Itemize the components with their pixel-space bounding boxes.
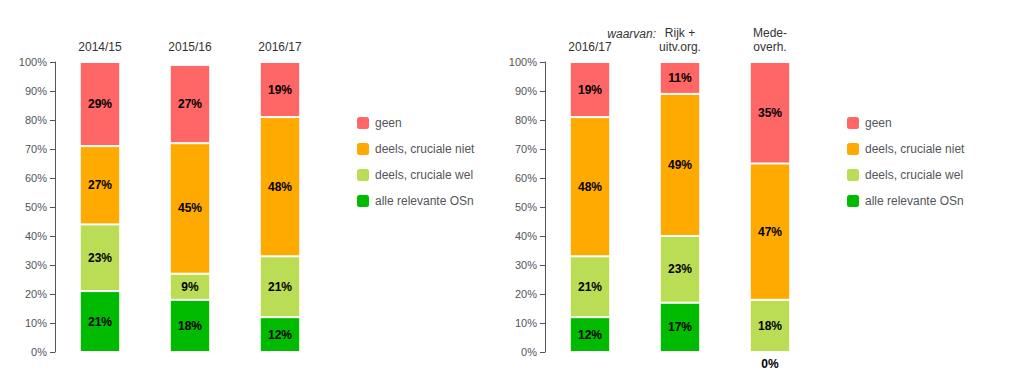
svg-text:geen: geen <box>865 116 892 130</box>
svg-text:27%: 27% <box>88 178 112 192</box>
svg-text:waarvan:: waarvan: <box>607 27 656 41</box>
svg-text:geen: geen <box>375 116 402 130</box>
svg-text:21%: 21% <box>88 315 112 329</box>
svg-text:9%: 9% <box>181 280 199 294</box>
svg-text:20%: 20% <box>515 288 537 300</box>
svg-text:45%: 45% <box>178 201 202 215</box>
svg-text:10%: 10% <box>515 317 537 329</box>
svg-text:17%: 17% <box>668 320 692 334</box>
svg-text:12%: 12% <box>578 328 602 342</box>
svg-text:0%: 0% <box>31 346 47 358</box>
svg-text:50%: 50% <box>25 201 47 213</box>
svg-text:49%: 49% <box>668 158 692 172</box>
svg-text:70%: 70% <box>515 143 537 155</box>
svg-text:27%: 27% <box>178 97 202 111</box>
svg-text:deels, cruciale wel: deels, cruciale wel <box>375 168 473 182</box>
svg-text:19%: 19% <box>578 83 602 97</box>
svg-text:10%: 10% <box>25 317 47 329</box>
svg-text:alle relevante OSn: alle relevante OSn <box>375 194 474 208</box>
svg-text:100%: 100% <box>19 56 47 68</box>
svg-text:deels, cruciale niet: deels, cruciale niet <box>865 142 965 156</box>
svg-text:35%: 35% <box>758 106 782 120</box>
svg-text:40%: 40% <box>515 230 537 242</box>
svg-text:deels, cruciale wel: deels, cruciale wel <box>865 168 963 182</box>
svg-text:deels, cruciale niet: deels, cruciale niet <box>375 142 475 156</box>
svg-text:0%: 0% <box>521 346 537 358</box>
svg-text:21%: 21% <box>268 280 292 294</box>
svg-text:2016/17: 2016/17 <box>568 40 612 54</box>
svg-text:60%: 60% <box>515 172 537 184</box>
svg-text:90%: 90% <box>515 85 537 97</box>
svg-text:0%: 0% <box>761 357 779 371</box>
svg-text:Rijk +: Rijk + <box>665 26 695 40</box>
svg-text:48%: 48% <box>578 180 602 194</box>
svg-text:12%: 12% <box>268 328 292 342</box>
svg-text:23%: 23% <box>668 262 692 276</box>
svg-text:80%: 80% <box>515 114 537 126</box>
svg-text:80%: 80% <box>25 114 47 126</box>
svg-text:60%: 60% <box>25 172 47 184</box>
svg-text:100%: 100% <box>509 56 537 68</box>
svg-text:18%: 18% <box>758 319 782 333</box>
svg-text:20%: 20% <box>25 288 47 300</box>
svg-text:19%: 19% <box>268 83 292 97</box>
svg-text:11%: 11% <box>668 71 692 85</box>
svg-text:2015/16: 2015/16 <box>168 40 212 54</box>
svg-text:21%: 21% <box>578 280 602 294</box>
svg-text:40%: 40% <box>25 230 47 242</box>
svg-text:Mede-: Mede- <box>753 26 787 40</box>
svg-text:uitv.org.: uitv.org. <box>659 40 701 54</box>
svg-text:29%: 29% <box>88 97 112 111</box>
svg-text:90%: 90% <box>25 85 47 97</box>
svg-text:2016/17: 2016/17 <box>258 40 302 54</box>
svg-text:overh.: overh. <box>753 40 786 54</box>
svg-text:2014/15: 2014/15 <box>78 40 122 54</box>
svg-text:70%: 70% <box>25 143 47 155</box>
svg-text:alle relevante OSn: alle relevante OSn <box>865 194 964 208</box>
svg-text:30%: 30% <box>25 259 47 271</box>
svg-text:23%: 23% <box>88 251 112 265</box>
svg-text:50%: 50% <box>515 201 537 213</box>
svg-text:18%: 18% <box>178 319 202 333</box>
svg-text:48%: 48% <box>268 180 292 194</box>
svg-text:47%: 47% <box>758 225 782 239</box>
svg-text:30%: 30% <box>515 259 537 271</box>
